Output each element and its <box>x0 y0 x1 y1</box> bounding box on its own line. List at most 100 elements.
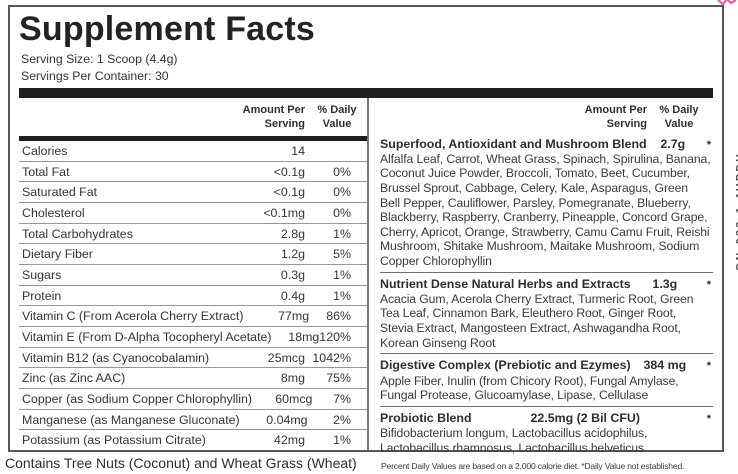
nutrient-amount: 8mg <box>280 371 305 386</box>
nutrient-name: Potassium (as Potassium Citrate) <box>22 433 206 448</box>
nutrient-row: Vitamin E (From D-Alpha Tocopheryl Aceta… <box>19 326 367 347</box>
nutrient-name: Manganese (as Manganese Gluconate) <box>22 412 240 427</box>
nutrient-name: Total Carbohydrates <box>22 226 133 241</box>
nutrient-amount: <0.1g <box>273 164 305 179</box>
blend-daily-value-asterisk: * <box>706 360 711 373</box>
blend-header: Nutrient Dense Natural Herbs and Extract… <box>380 276 711 292</box>
blend-section: Probiotic Blend 22.5mg (2 Bil CFU) * Bif… <box>380 405 713 458</box>
blend-ingredients: Bifidobacterium longum, Lactobacillus ac… <box>380 426 648 455</box>
daily-value-header: % Daily Value <box>317 104 357 130</box>
nutrient-daily-value: 0% <box>333 185 351 200</box>
pink-crop-mark <box>717 0 737 6</box>
supplement-facts-panel: Supplement Facts Serving Size: 1 Scoop (… <box>8 5 724 471</box>
blends-column-header: Amount Per Serving % Daily Value <box>380 98 713 132</box>
nutrient-row: Total Carbohydrates 2.8g 1% <box>19 222 367 244</box>
daily-value-footnote: Percent Daily Values are based on a 2,00… <box>381 461 685 472</box>
nutrient-amount: 0.3g <box>280 267 305 282</box>
blend-amount: 1.3g <box>652 276 678 291</box>
nutrient-rows: Calories 14 Total Fat <0.1g 0% Saturated… <box>19 141 367 450</box>
nutrient-name: Total Fat <box>22 164 70 179</box>
nutrient-daily-value: 1% <box>333 226 351 241</box>
header-divider-bar <box>19 136 367 141</box>
blend-section: Nutrient Dense Natural Herbs and Extract… <box>380 271 713 354</box>
nutrient-daily-value: 86% <box>326 309 351 324</box>
nutrient-amount: 14 <box>291 143 305 158</box>
nutrient-daily-value: 1% <box>333 433 351 448</box>
nutrient-amount: 77mg <box>278 309 310 324</box>
nutrient-name: Protein <box>22 288 62 303</box>
nutrient-amount: <0.1mg <box>263 205 305 220</box>
amount-per-serving-header: Amount Per Serving <box>242 104 305 130</box>
nutrient-amount: 2.8g <box>280 226 305 241</box>
blend-header: Superfood, Antioxidant and Mushroom Blen… <box>380 136 711 152</box>
nutrient-row: Cholesterol <0.1mg 0% <box>19 202 367 223</box>
nutrient-daily-value: 1% <box>333 267 351 282</box>
blend-name: Probiotic Blend <box>380 410 472 425</box>
nutrient-daily-value: 75% <box>326 371 351 386</box>
amount-per-serving-header: Amount Per Serving <box>584 104 647 130</box>
nutrient-daily-value: 0% <box>333 164 351 179</box>
nutrient-amount: 42mg <box>274 433 305 448</box>
nutrient-row: Copper (as Sodium Copper Chlorophyllin) … <box>19 388 367 409</box>
blend-daily-value-asterisk: * <box>706 278 711 291</box>
nutrient-amount: 18mg <box>288 329 320 344</box>
nutrient-daily-value: 2% <box>333 412 351 427</box>
nutrient-amount: 25mcg <box>267 350 305 365</box>
blend-name: Superfood, Antioxidant and Mushroom Blen… <box>380 136 647 151</box>
blend-daily-value-asterisk: * <box>706 138 711 151</box>
daily-value-header: % Daily Value <box>659 104 699 130</box>
nutrient-row: Zinc (as Zinc AAC) 8mg 75% <box>19 367 367 388</box>
blend-name: Nutrient Dense Natural Herbs and Extract… <box>380 276 631 291</box>
nutrients-column-header: Amount Per Serving % Daily Value <box>19 98 367 136</box>
servings-per-container-line: Servings Per Container: 30 <box>21 69 169 83</box>
top-divider-bar <box>19 88 713 98</box>
nutrient-row: Total Fat <0.1g 0% <box>19 160 367 182</box>
nutrient-name: Calories <box>22 143 68 158</box>
nutrient-amount: 60mcg <box>275 391 313 406</box>
blend-header: Probiotic Blend 22.5mg (2 Bil CFU) * <box>380 410 711 426</box>
blends-column: Amount Per Serving % Daily Value Superfo… <box>369 98 713 471</box>
nutrient-daily-value: 0% <box>333 205 351 220</box>
nutrient-amount: 1.2g <box>280 247 305 262</box>
nutrient-name: Vitamin C (From Acerola Cherry Extract) <box>22 309 244 324</box>
nutrient-name: Copper (as Sodium Copper Chlorophyllin) <box>22 391 253 406</box>
blend-amount: 384 mg <box>643 358 687 373</box>
nutrient-row: Calories 14 <box>19 141 367 161</box>
nutrient-amount: 0.04mg <box>266 412 308 427</box>
nutrient-name: Cholesterol <box>22 205 85 220</box>
serving-size-line: Serving Size: 1 Scoop (4.4g) <box>21 52 178 66</box>
nutrient-row: Dietary Fiber 1.2g 5% <box>19 243 367 264</box>
nutrient-daily-value: 7% <box>333 391 351 406</box>
blend-sections: Superfood, Antioxidant and Mushroom Blen… <box>380 132 713 459</box>
nutrient-daily-value: 120% <box>319 329 351 344</box>
panel-title: Supplement Facts <box>19 10 316 48</box>
nutrient-row: Protein 0.4g 1% <box>19 284 367 306</box>
nutrient-daily-value: 1% <box>333 288 351 303</box>
nutrient-row: Vitamin B12 (as Cyanocobalamin) 25mcg 10… <box>19 346 367 368</box>
nutrient-name: Sugars <box>22 267 62 282</box>
blend-header: Digestive Complex (Prebiotic and Ezymes)… <box>380 357 711 373</box>
nutrient-name: Vitamin E (From D-Alpha Tocopheryl Aceta… <box>22 329 272 344</box>
nutrient-daily-value: 5% <box>333 247 351 262</box>
nutrient-row: Sugars 0.3g 1% <box>19 264 367 285</box>
panel-columns: Amount Per Serving % Daily Value Calorie… <box>19 98 713 471</box>
nutrient-name: Dietary Fiber <box>22 247 93 262</box>
nutrient-amount: <0.1g <box>273 185 305 200</box>
blend-section: Digestive Complex (Prebiotic and Ezymes)… <box>380 353 713 405</box>
blend-daily-value-asterisk: * <box>706 412 711 425</box>
allergen-note: Contains Tree Nuts (Coconut) and Wheat G… <box>5 455 357 471</box>
blend-amount: 2.7g <box>660 136 686 151</box>
blend-name: Digestive Complex (Prebiotic and Ezymes) <box>380 358 631 373</box>
blend-amount: 22.5mg (2 Bil CFU) <box>530 410 641 425</box>
nutrient-amount: 0.4g <box>280 288 305 303</box>
nutrient-row: Vitamin C (From Acerola Cherry Extract) … <box>19 305 367 326</box>
nutrient-row: Saturated Fat <0.1g 0% <box>19 181 367 202</box>
nutrient-row: Manganese (as Manganese Gluconate) 0.04m… <box>19 408 367 430</box>
blend-section: Superfood, Antioxidant and Mushroom Blen… <box>380 134 713 272</box>
nutrient-daily-value: 1042% <box>312 350 351 365</box>
nutrient-name: Zinc (as Zinc AAC) <box>22 371 126 386</box>
blend-ingredients: Acacia Gum, Acerola Cherry Extract, Turm… <box>380 291 694 350</box>
nutrients-column: Amount Per Serving % Daily Value Calorie… <box>19 98 369 450</box>
nutrient-name: Saturated Fat <box>22 185 98 200</box>
